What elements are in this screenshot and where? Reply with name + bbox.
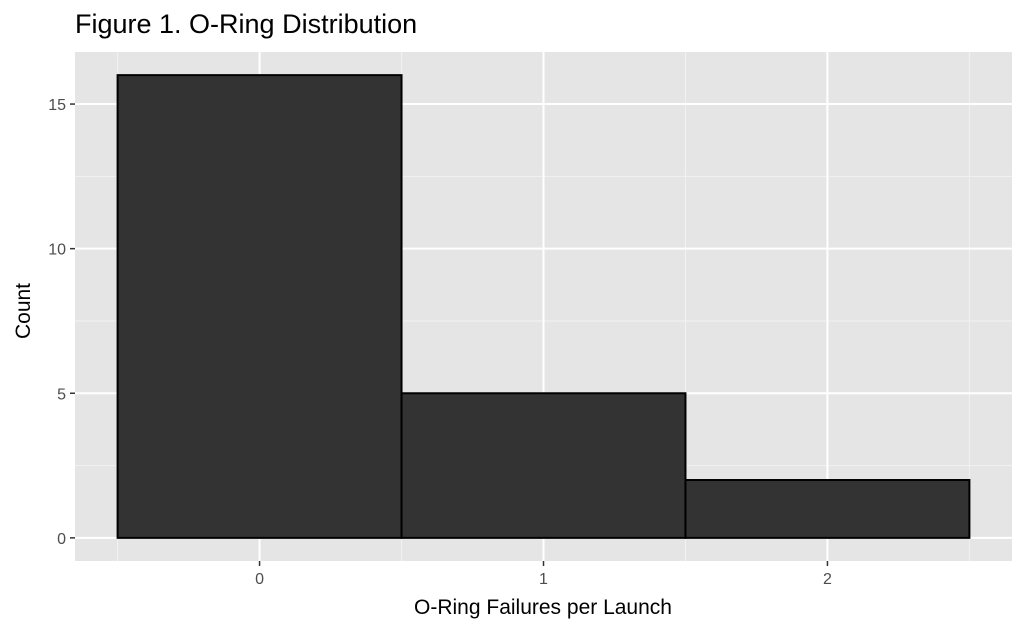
y-tick-label: 10 (48, 242, 66, 259)
bar-1 (402, 393, 686, 538)
y-tick-label: 0 (57, 531, 66, 548)
x-tick-label: 0 (255, 571, 264, 588)
y-axis: 0 5 10 15 (48, 97, 75, 548)
y-tick-label: 5 (57, 386, 66, 403)
x-axis: 0 1 2 (255, 561, 832, 588)
y-tick-label: 15 (48, 97, 66, 114)
bar-0 (118, 75, 402, 538)
x-tick-label: 1 (539, 571, 548, 588)
chart-title: Figure 1. O-Ring Distribution (75, 9, 417, 39)
x-axis-title: O-Ring Failures per Launch (414, 596, 672, 619)
bar-2 (685, 480, 969, 538)
y-axis-title: Count (12, 283, 35, 339)
x-tick-label: 2 (823, 571, 832, 588)
